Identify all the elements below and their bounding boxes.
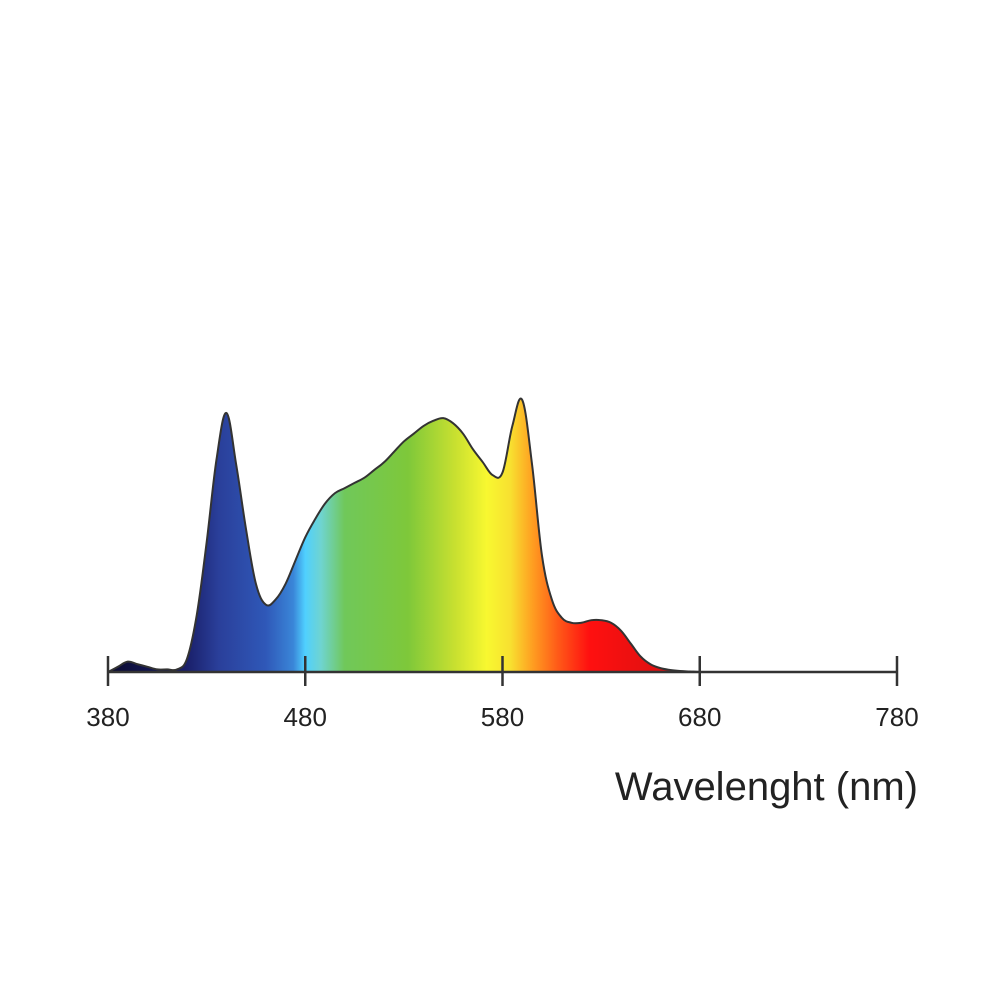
x-tick-label: 680 <box>678 702 721 732</box>
x-tick-label: 580 <box>481 702 524 732</box>
x-tick-label: 380 <box>86 702 129 732</box>
x-tick-label: 780 <box>875 702 918 732</box>
x-axis-ticks: 380 480 580 680 780 <box>86 656 919 732</box>
x-tick-label: 480 <box>284 702 327 732</box>
x-axis-title: Wavelenght (nm) <box>615 765 918 809</box>
spectrum-area <box>107 397 898 673</box>
